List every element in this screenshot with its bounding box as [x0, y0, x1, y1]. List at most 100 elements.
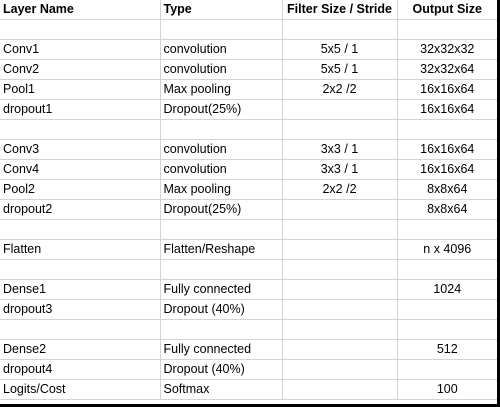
- layer-name-cell[interactable]: [0, 319, 161, 340]
- table-row: dropout4 Dropout (40%): [0, 359, 497, 380]
- output-size-cell[interactable]: 100: [397, 379, 497, 400]
- type-cell[interactable]: convolution: [160, 39, 283, 60]
- header-output-size[interactable]: Output Size: [397, 0, 497, 20]
- output-size-cell[interactable]: 16x16x64: [397, 139, 497, 160]
- output-size-cell[interactable]: 8x8x64: [397, 179, 497, 200]
- header-layer-name[interactable]: Layer Name: [0, 0, 161, 20]
- layer-name-cell[interactable]: dropout1: [0, 99, 161, 120]
- table-row: Conv4 convolution 3x3 / 1 16x16x64: [0, 159, 497, 180]
- filter-stride-cell[interactable]: [282, 259, 398, 280]
- layer-name-cell[interactable]: Logits/Cost: [0, 379, 161, 400]
- type-cell[interactable]: Max pooling: [160, 79, 283, 100]
- output-size-cell[interactable]: [397, 319, 497, 340]
- table-row: dropout3 Dropout (40%): [0, 299, 497, 320]
- type-cell[interactable]: Dropout(25%): [160, 199, 283, 220]
- filter-stride-cell[interactable]: [282, 379, 398, 400]
- filter-stride-cell[interactable]: [282, 299, 398, 320]
- type-cell[interactable]: [160, 19, 283, 40]
- filter-stride-cell[interactable]: [282, 239, 398, 260]
- layer-name-cell[interactable]: [0, 119, 161, 140]
- output-size-cell[interactable]: [397, 119, 497, 140]
- output-size-cell[interactable]: [397, 259, 497, 280]
- layer-name-cell[interactable]: Pool1: [0, 79, 161, 100]
- filter-stride-cell[interactable]: [282, 99, 398, 120]
- layer-name-cell[interactable]: Flatten: [0, 239, 161, 260]
- output-size-cell[interactable]: [397, 299, 497, 320]
- filter-stride-cell[interactable]: 2x2 /2: [282, 179, 398, 200]
- filter-stride-cell[interactable]: [282, 279, 398, 300]
- table-row: [0, 119, 497, 140]
- layer-table: Layer Name Type Filter Size / Stride Out…: [0, 0, 497, 400]
- output-size-cell[interactable]: 32x32x32: [397, 39, 497, 60]
- layer-name-cell[interactable]: dropout4: [0, 359, 161, 380]
- table-row: Flatten Flatten/Reshape n x 4096: [0, 239, 497, 260]
- output-size-cell[interactable]: 1024: [397, 279, 497, 300]
- filter-stride-cell[interactable]: [282, 199, 398, 220]
- output-size-cell[interactable]: n x 4096: [397, 239, 497, 260]
- filter-stride-cell[interactable]: [282, 119, 398, 140]
- output-size-cell[interactable]: 8x8x64: [397, 199, 497, 220]
- type-cell[interactable]: Flatten/Reshape: [160, 239, 283, 260]
- layer-name-cell[interactable]: dropout3: [0, 299, 161, 320]
- type-cell[interactable]: Fully connected: [160, 339, 283, 360]
- table-row: dropout2 Dropout(25%) 8x8x64: [0, 199, 497, 220]
- layer-name-cell[interactable]: Dense1: [0, 279, 161, 300]
- filter-stride-cell[interactable]: [282, 319, 398, 340]
- layer-name-cell[interactable]: Conv2: [0, 59, 161, 80]
- filter-stride-cell[interactable]: 5x5 / 1: [282, 59, 398, 80]
- type-cell[interactable]: Dropout(25%): [160, 99, 283, 120]
- type-cell[interactable]: Dropout (40%): [160, 359, 283, 380]
- type-cell[interactable]: Max pooling: [160, 179, 283, 200]
- table-row: [0, 219, 497, 240]
- type-cell[interactable]: [160, 119, 283, 140]
- output-size-cell[interactable]: 512: [397, 339, 497, 360]
- filter-stride-cell[interactable]: 2x2 /2: [282, 79, 398, 100]
- type-cell[interactable]: Dropout (40%): [160, 299, 283, 320]
- table-row: Logits/Cost Softmax 100: [0, 379, 497, 400]
- layer-name-cell[interactable]: Pool2: [0, 179, 161, 200]
- output-size-cell[interactable]: [397, 219, 497, 240]
- output-size-cell[interactable]: [397, 359, 497, 380]
- table-row: Dense2 Fully connected 512: [0, 339, 497, 360]
- filter-stride-cell[interactable]: [282, 359, 398, 380]
- layer-name-cell[interactable]: [0, 259, 161, 280]
- layer-name-cell[interactable]: Conv3: [0, 139, 161, 160]
- table-body: Conv1 convolution 5x5 / 1 32x32x32 Conv2 conv…: [0, 19, 497, 400]
- output-size-cell[interactable]: 16x16x64: [397, 79, 497, 100]
- header-row: Layer Name Type Filter Size / Stride Out…: [0, 0, 497, 20]
- filter-stride-cell[interactable]: [282, 219, 398, 240]
- header-filter-size-stride[interactable]: Filter Size / Stride: [282, 0, 398, 20]
- filter-stride-cell[interactable]: [282, 339, 398, 360]
- layer-name-cell[interactable]: Dense2: [0, 339, 161, 360]
- type-cell[interactable]: convolution: [160, 159, 283, 180]
- output-size-cell[interactable]: 32x32x64: [397, 59, 497, 80]
- type-cell[interactable]: convolution: [160, 139, 283, 160]
- layer-name-cell[interactable]: dropout2: [0, 199, 161, 220]
- table-row: Conv2 convolution 5x5 / 1 32x32x64: [0, 59, 497, 80]
- output-size-cell[interactable]: 16x16x64: [397, 99, 497, 120]
- type-cell[interactable]: convolution: [160, 59, 283, 80]
- layer-name-cell[interactable]: Conv4: [0, 159, 161, 180]
- layer-name-cell[interactable]: [0, 19, 161, 40]
- filter-stride-cell[interactable]: 3x3 / 1: [282, 159, 398, 180]
- output-size-cell[interactable]: [397, 19, 497, 40]
- type-cell[interactable]: [160, 259, 283, 280]
- table-row: [0, 319, 497, 340]
- table-row: dropout1 Dropout(25%) 16x16x64: [0, 99, 497, 120]
- type-cell[interactable]: [160, 319, 283, 340]
- table-row: Conv3 convolution 3x3 / 1 16x16x64: [0, 139, 497, 160]
- header-type[interactable]: Type: [160, 0, 283, 20]
- table-row: Pool1 Max pooling 2x2 /2 16x16x64: [0, 79, 497, 100]
- table-row: [0, 259, 497, 280]
- layer-name-cell[interactable]: Conv1: [0, 39, 161, 60]
- type-cell[interactable]: Softmax: [160, 379, 283, 400]
- filter-stride-cell[interactable]: 5x5 / 1: [282, 39, 398, 60]
- output-size-cell[interactable]: 16x16x64: [397, 159, 497, 180]
- filter-stride-cell[interactable]: 3x3 / 1: [282, 139, 398, 160]
- type-cell[interactable]: Fully connected: [160, 279, 283, 300]
- type-cell[interactable]: [160, 219, 283, 240]
- layer-name-cell[interactable]: [0, 219, 161, 240]
- table-row: Conv1 convolution 5x5 / 1 32x32x32: [0, 39, 497, 60]
- filter-stride-cell[interactable]: [282, 19, 398, 40]
